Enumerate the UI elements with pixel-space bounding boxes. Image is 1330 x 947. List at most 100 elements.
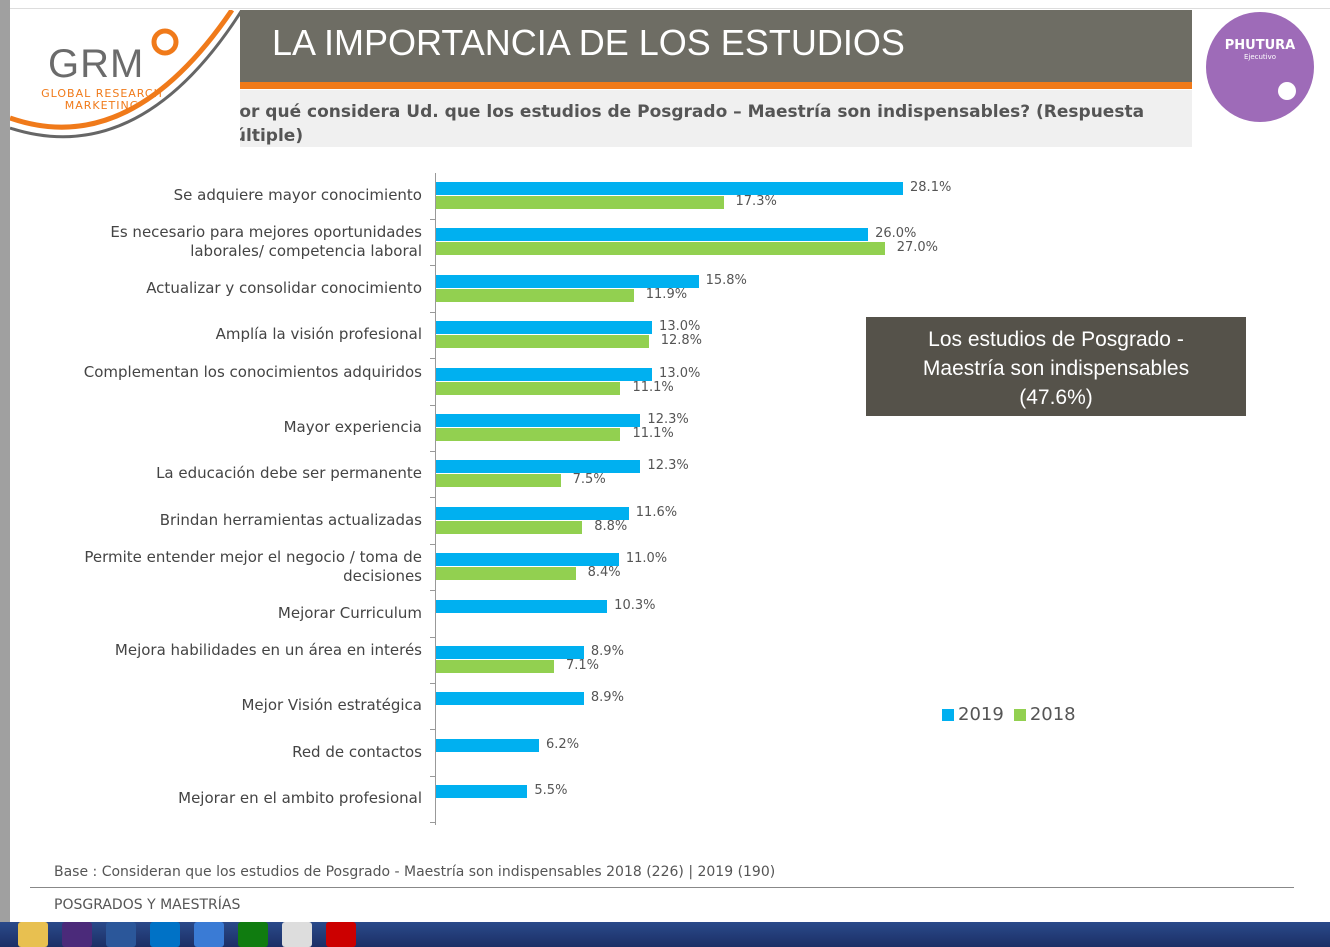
ie-icon[interactable]: [194, 922, 224, 947]
logo-dot: [1278, 82, 1296, 100]
data-label: 8.8%: [594, 518, 628, 534]
data-label: 6.2%: [546, 736, 580, 752]
bar-2019: [436, 646, 584, 659]
bar-2019: [436, 738, 540, 752]
data-label: 8.4%: [587, 565, 621, 581]
left-strip: [0, 0, 10, 922]
legend-swatch-2019: [942, 708, 954, 721]
category-label: Mejor Visión estratégica: [241, 696, 422, 715]
data-label: 11.1%: [632, 426, 674, 441]
data-label: 12.8%: [660, 333, 703, 349]
bar-2019: [436, 785, 528, 799]
bar-2018: [436, 428, 621, 441]
axis-tick: [430, 636, 436, 638]
data-label: 8.9%: [590, 644, 624, 659]
phutura-logo: PHUTURA Ejecutivo: [1206, 12, 1314, 122]
data-label: 13.0%: [659, 365, 701, 381]
bar-2018: [436, 242, 885, 256]
store-icon[interactable]: [238, 922, 268, 947]
divider: [10, 8, 1330, 9]
bar-2019: [436, 414, 641, 427]
category-label: Mejorar Curriculum: [277, 603, 422, 622]
data-label: 28.1%: [910, 180, 952, 195]
axis-tick: [430, 543, 436, 545]
category-label: Amplía la visión profesional: [215, 325, 422, 344]
y-axis: [435, 173, 436, 825]
axis-tick: [430, 683, 436, 684]
data-label: 12.3%: [647, 458, 689, 474]
category-label: Mayor experiencia: [283, 418, 422, 436]
base-note: Base : Consideran que los estudios de Po…: [54, 864, 776, 880]
bar-2019: [436, 321, 653, 335]
data-label: 5.5%: [534, 783, 568, 799]
data-label: 8.9%: [590, 690, 624, 706]
data-label: 11.6%: [635, 504, 678, 520]
bar-2018: [436, 196, 724, 209]
category-label: Complementan los conocimientos adquirido…: [83, 362, 422, 381]
taskbar: [0, 922, 1330, 947]
legend-swatch-2018: [1013, 708, 1026, 721]
data-label: 27.0%: [896, 240, 939, 256]
data-label: 15.8%: [705, 272, 747, 288]
word-icon[interactable]: [106, 922, 136, 947]
bar-2018: [436, 567, 576, 581]
bar-2019: [436, 367, 653, 381]
phutura-text: PHUTURA: [1224, 38, 1296, 53]
bar-2019: [436, 692, 584, 706]
category-label: La educación debe ser permanente: [156, 464, 422, 483]
logo-subtext: GLOBAL RESEARCH MARKETING: [41, 87, 163, 112]
bar-2018: [436, 520, 583, 534]
grm-logo: GRM GLOBAL RESEARCH MARKETING: [10, 10, 240, 150]
axis-tick: [430, 265, 436, 267]
header-accent: [215, 82, 1192, 89]
legend-label: 2018: [1029, 704, 1076, 725]
callout-line: Los estudios de Posgrado -: [928, 328, 1184, 351]
data-label: 11.9%: [645, 286, 688, 302]
bar-2019: [436, 228, 869, 242]
chrome-icon[interactable]: [282, 922, 312, 947]
bar-2019: [436, 182, 904, 195]
bar-2019: [436, 274, 699, 288]
category-label: Mejora habilidades en un área en interés: [114, 641, 422, 659]
page-title: LA IMPORTANCIA DE LOS ESTUDIOS: [272, 22, 905, 63]
data-label: 11.0%: [625, 551, 668, 567]
data-label: 7.5%: [572, 472, 606, 488]
callout-line: Maestría son indispensables: [922, 357, 1190, 380]
folder-icon[interactable]: [18, 922, 48, 947]
outlook-icon[interactable]: [150, 922, 180, 947]
axis-tick: [430, 311, 436, 313]
category-label: Actualizar y consolidar conocimiento: [146, 278, 422, 297]
bar-2018: [436, 288, 634, 302]
axis-tick: [430, 822, 436, 824]
axis-tick: [430, 590, 436, 592]
logo-text: GRM: [48, 42, 145, 86]
data-label: 13.0%: [659, 319, 701, 335]
legend: 2019 2018: [942, 704, 1076, 725]
question-subtitle: ¿Por qué considera Ud. que los estudios …: [205, 90, 1192, 147]
axis-tick: [430, 358, 436, 360]
bar-2019: [436, 599, 608, 613]
category-label: Se adquiere mayor conocimiento: [173, 186, 422, 204]
bar-2019: [436, 460, 641, 474]
acrobat-icon[interactable]: [326, 922, 356, 947]
category-label: Brindan herramientas actualizadas: [159, 510, 422, 529]
data-label: 7.1%: [566, 658, 600, 673]
bar-2019: [436, 506, 629, 520]
axis-tick: [430, 775, 436, 777]
header-bar: [215, 10, 1192, 82]
callout-value: (47.6%): [1019, 386, 1093, 409]
category-label: Es necesario para mejores oportunidades …: [110, 223, 422, 261]
divider: [30, 887, 1294, 888]
legend-label: 2019: [958, 704, 1004, 725]
axis-tick: [430, 729, 436, 731]
data-label: 17.3%: [735, 194, 777, 209]
section-label: POSGRADOS Y MAESTRÍAS: [54, 897, 241, 913]
incopy-icon[interactable]: [62, 922, 92, 947]
bar-2018: [436, 335, 649, 349]
axis-tick: [430, 404, 436, 406]
data-label: 26.0%: [875, 226, 917, 242]
bar-2018: [436, 381, 621, 395]
axis-tick: [430, 451, 436, 452]
data-label: 11.1%: [632, 379, 674, 395]
callout-box: Los estudios de Posgrado - Maestría son …: [866, 317, 1246, 416]
